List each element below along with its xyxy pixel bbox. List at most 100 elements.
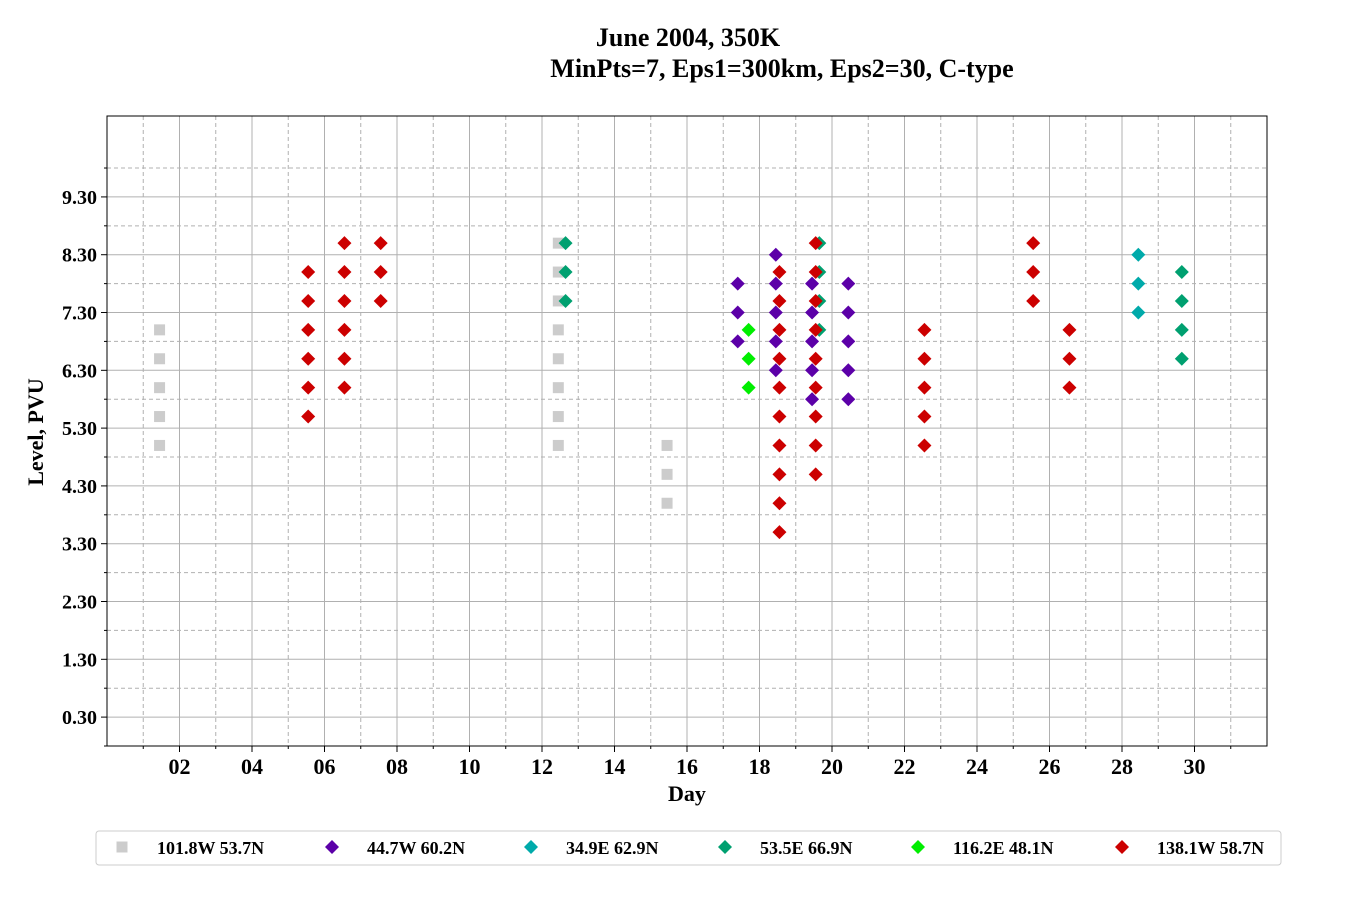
data-point <box>808 467 823 482</box>
data-point <box>552 411 564 423</box>
data-point <box>808 438 823 453</box>
data-point <box>301 322 316 337</box>
x-tick-label: 26 <box>1039 754 1061 779</box>
data-point <box>917 380 932 395</box>
legend-marker <box>1115 840 1129 854</box>
data-point <box>301 293 316 308</box>
data-point <box>772 409 787 424</box>
data-point <box>805 392 820 407</box>
data-point <box>808 236 823 251</box>
legend-label: 116.2E 48.1N <box>953 838 1054 858</box>
legend-marker <box>911 840 925 854</box>
data-point <box>805 334 820 349</box>
data-point <box>772 265 787 280</box>
data-point <box>772 438 787 453</box>
data-point <box>552 353 564 365</box>
data-point <box>373 236 388 251</box>
series <box>558 236 1189 366</box>
data-point <box>337 293 352 308</box>
y-tick-label: 5.30 <box>62 418 97 440</box>
y-tick-label: 9.30 <box>62 187 97 209</box>
data-point <box>154 353 166 365</box>
data-point <box>768 363 783 378</box>
data-point <box>772 380 787 395</box>
series <box>741 322 756 395</box>
data-point <box>337 236 352 251</box>
series <box>730 247 856 407</box>
data-point <box>772 293 787 308</box>
data-point <box>154 324 166 336</box>
data-point <box>805 363 820 378</box>
y-tick-label: 1.30 <box>62 649 97 671</box>
legend-label: 138.1W 58.7N <box>1157 838 1264 858</box>
data-point <box>772 525 787 540</box>
data-point <box>1174 351 1189 366</box>
data-point <box>808 322 823 337</box>
data-point <box>301 265 316 280</box>
x-tick-label: 20 <box>821 754 843 779</box>
data-point <box>808 351 823 366</box>
x-tick-label: 22 <box>894 754 916 779</box>
data-point <box>808 265 823 280</box>
data-point <box>841 334 856 349</box>
data-point <box>841 363 856 378</box>
data-point <box>808 409 823 424</box>
data-point <box>1174 265 1189 280</box>
data-point <box>1174 293 1189 308</box>
x-tick-label: 18 <box>749 754 771 779</box>
data-point <box>154 411 166 423</box>
legend-label: 101.8W 53.7N <box>157 838 264 858</box>
data-point <box>741 351 756 366</box>
series <box>301 236 1077 540</box>
data-point <box>808 380 823 395</box>
data-point <box>917 409 932 424</box>
data-point <box>768 276 783 291</box>
data-point <box>1026 293 1041 308</box>
data-point <box>1062 351 1077 366</box>
chart-subtitle: MinPts=7, Eps1=300km, Eps2=30, C-type <box>550 54 1013 83</box>
data-point <box>1131 305 1146 320</box>
data-point <box>552 324 564 336</box>
data-point <box>337 265 352 280</box>
legend-label: 44.7W 60.2N <box>367 838 465 858</box>
y-axis-label: Level, PVU <box>23 378 48 486</box>
data-point <box>772 322 787 337</box>
data-point <box>841 305 856 320</box>
y-tick-label: 7.30 <box>62 303 97 325</box>
data-point <box>841 276 856 291</box>
data-point <box>552 382 564 394</box>
legend-marker <box>116 841 128 853</box>
data-point <box>768 247 783 262</box>
data-point <box>558 236 573 251</box>
chart-title: June 2004, 350K <box>596 23 781 52</box>
data-point <box>917 322 932 337</box>
data-point <box>917 351 932 366</box>
data-point <box>730 276 745 291</box>
data-point <box>552 237 564 249</box>
legend-label: 53.5E 66.9N <box>760 838 853 858</box>
data-point <box>1062 380 1077 395</box>
x-tick-label: 02 <box>169 754 191 779</box>
data-point <box>337 322 352 337</box>
data-point <box>741 322 756 337</box>
x-axis-label: Day <box>668 781 706 806</box>
data-point <box>772 467 787 482</box>
x-tick-label: 08 <box>386 754 408 779</box>
y-tick-label: 2.30 <box>62 592 97 614</box>
series <box>1131 247 1146 320</box>
x-tick-label: 12 <box>531 754 553 779</box>
y-tick-label: 0.30 <box>62 707 97 729</box>
data-point <box>337 351 352 366</box>
data-point <box>373 265 388 280</box>
ticks: 02 04 06 08 10 12 14 16 18 20 22 24 26 28 30 0.30 1.30 2.… <box>62 167 1232 779</box>
data-point <box>661 468 673 480</box>
legend-marker <box>718 840 732 854</box>
data-point <box>808 293 823 308</box>
data-point <box>805 276 820 291</box>
data-point <box>730 334 745 349</box>
x-tick-label: 16 <box>676 754 698 779</box>
plot-frame <box>106 115 1268 747</box>
x-tick-label: 14 <box>604 754 626 779</box>
data-point <box>841 392 856 407</box>
